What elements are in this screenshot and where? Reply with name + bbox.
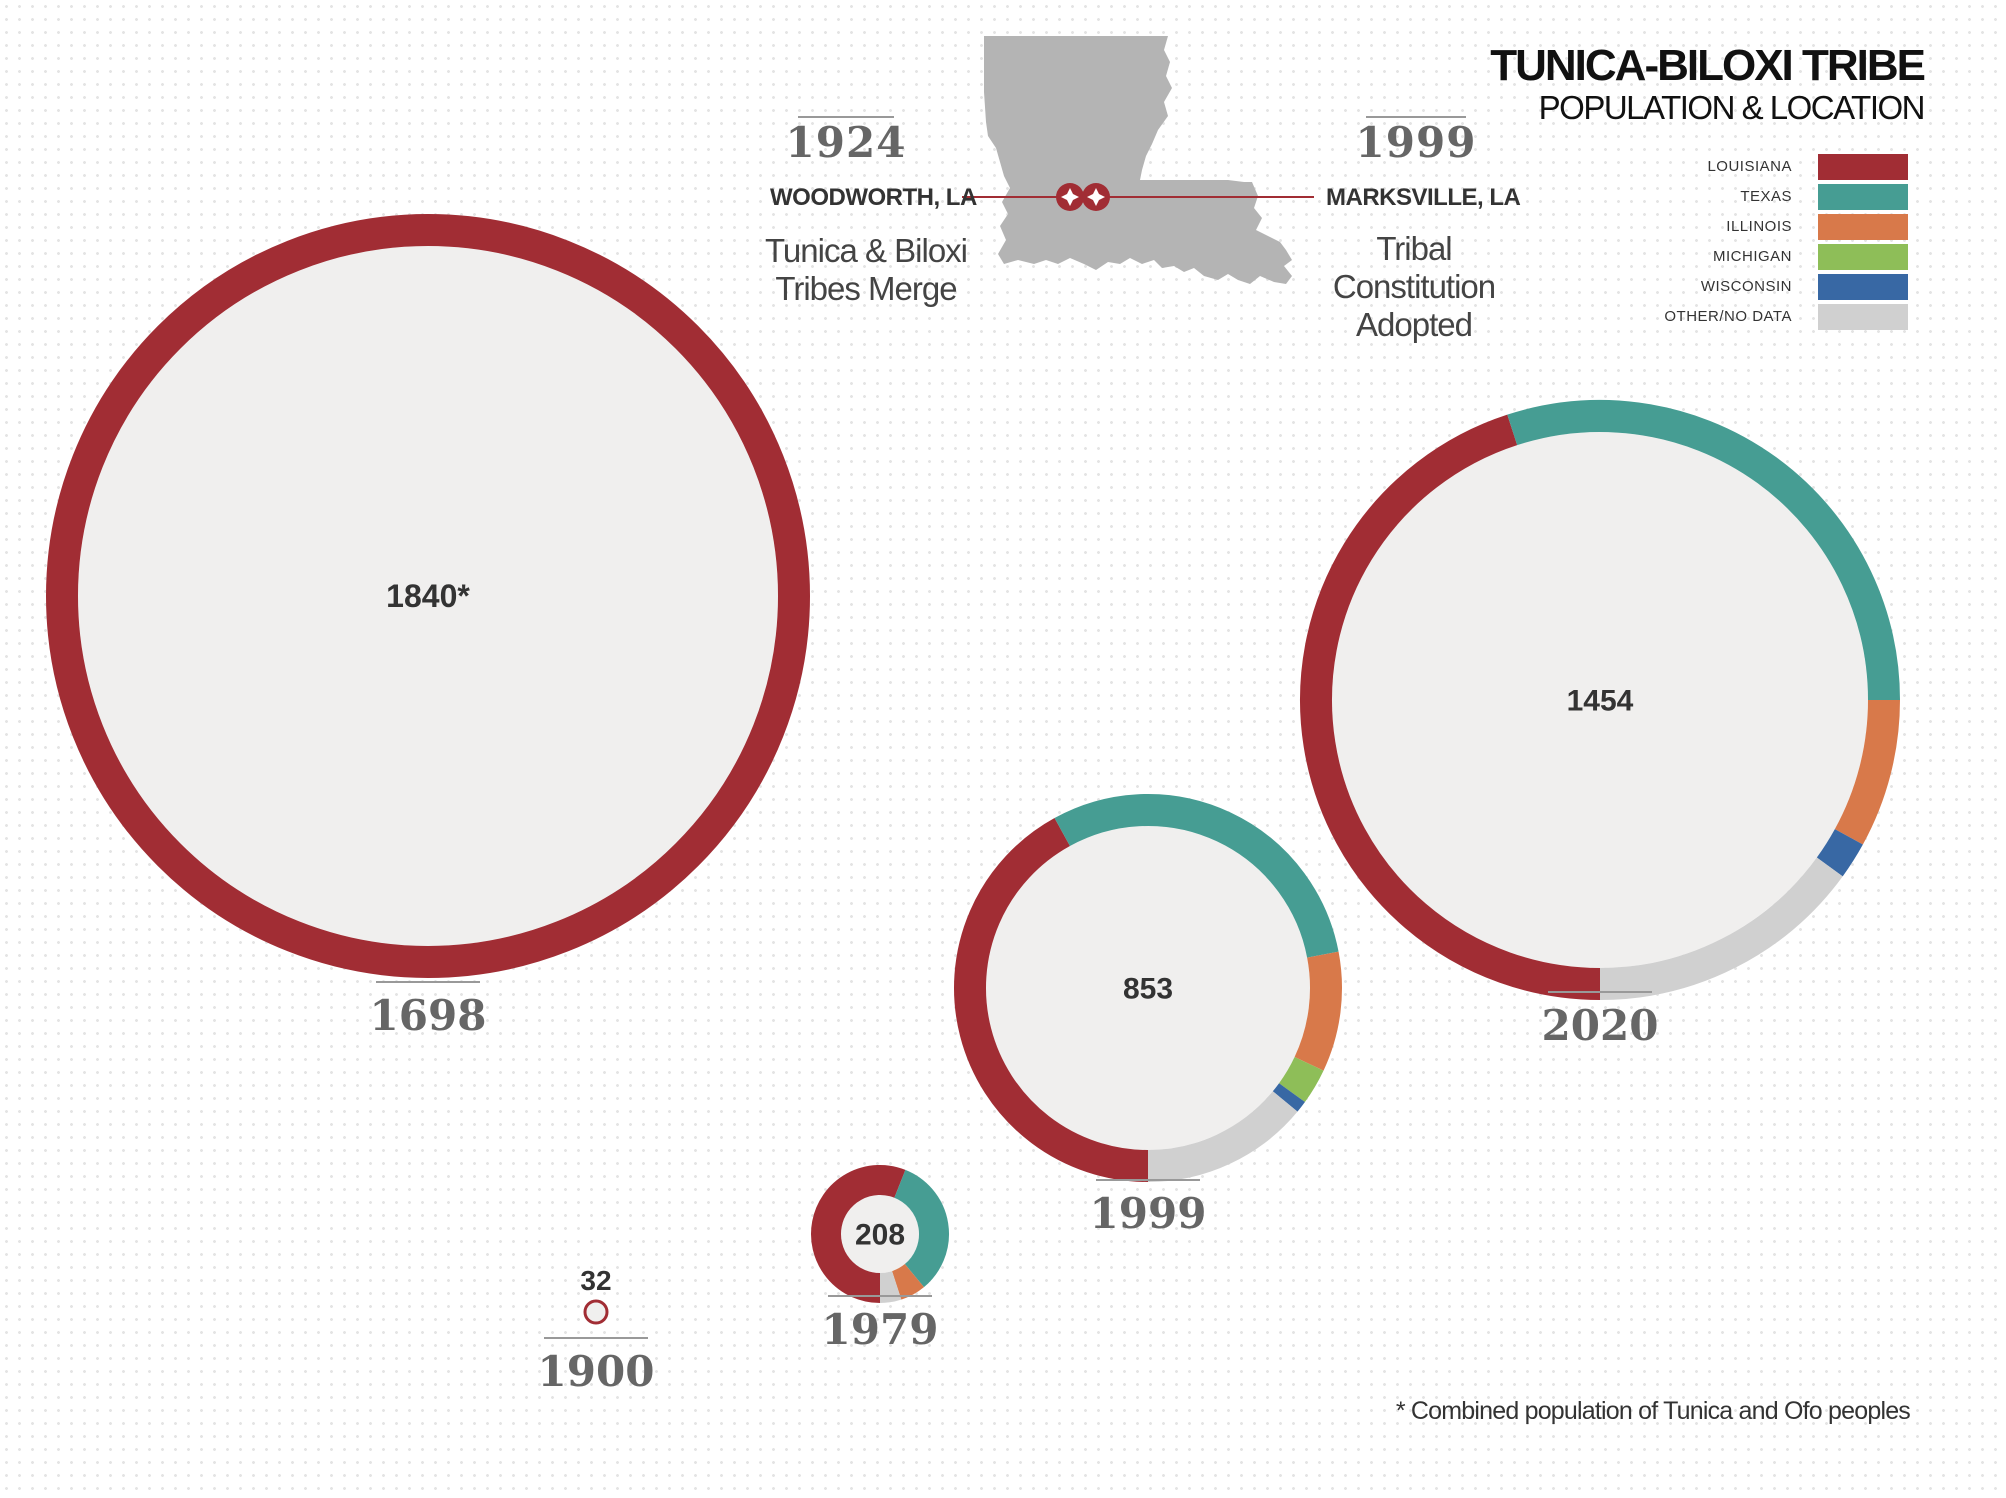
legend-label: OTHER/NO DATA bbox=[1664, 308, 1792, 325]
event-place-woodworth: WOODWORTH, LA bbox=[770, 184, 977, 211]
legend-item-michigan: MICHIGAN bbox=[1600, 242, 1910, 272]
donut-segment-texas bbox=[1054, 794, 1339, 958]
legend-item-wisconsin: WISCONSIN bbox=[1600, 272, 1910, 302]
donut-value-label: 1454 bbox=[1567, 685, 1634, 718]
donut-1698: 1840* 1698 bbox=[46, 214, 810, 1040]
donut-center bbox=[1332, 432, 1868, 968]
donut-segment-illinois bbox=[1294, 951, 1342, 1071]
chart-subtitle: POPULATION & LOCATION bbox=[1538, 89, 1926, 126]
event-description-line: Tribes Merge bbox=[775, 270, 957, 307]
year-label: 1999 bbox=[1090, 1189, 1207, 1238]
donut-value-label: 32 bbox=[580, 1265, 611, 1296]
donut-segment-other-no-data bbox=[1147, 1091, 1298, 1182]
donut-segment-wisconsin bbox=[1272, 1083, 1305, 1112]
donut-1999: 853 1999 bbox=[954, 794, 1342, 1238]
event-place-marksville: MARKSVILLE, LA bbox=[1326, 184, 1521, 211]
footnote: * Combined population of Tunica and Ofo … bbox=[1395, 1397, 1911, 1425]
legend-swatch bbox=[1818, 184, 1908, 210]
donut-value-label: 1840* bbox=[386, 578, 470, 614]
legend-label: LOUISIANA bbox=[1707, 158, 1792, 175]
donut-center bbox=[78, 246, 778, 946]
legend-label: ILLINOIS bbox=[1726, 218, 1792, 235]
event-year-1999: 1999 bbox=[1355, 118, 1477, 167]
divider bbox=[1366, 116, 1466, 118]
legend-label: MICHIGAN bbox=[1713, 248, 1792, 265]
event-connectors bbox=[962, 183, 1314, 211]
donut-center bbox=[841, 1195, 919, 1273]
year-label: 1979 bbox=[822, 1305, 939, 1354]
event-description-1924: Tunica & Biloxi Tribes Merge bbox=[746, 232, 986, 308]
legend-item-texas: TEXAS bbox=[1600, 182, 1910, 212]
donut-2020: 1454 2020 bbox=[1300, 400, 1900, 1050]
legend-swatch bbox=[1818, 304, 1908, 330]
donut-center bbox=[586, 1302, 606, 1322]
donut-segment-wisconsin bbox=[1816, 828, 1863, 877]
donut-segment-texas bbox=[1507, 400, 1900, 701]
star-marker-marksville bbox=[1082, 183, 1110, 211]
legend: LOUISIANA TEXAS ILLINOIS MICHIGAN WISCON… bbox=[1600, 152, 1910, 332]
donut-segment-illinois bbox=[1834, 699, 1900, 845]
legend-swatch bbox=[1818, 244, 1908, 270]
louisiana-map-icon bbox=[984, 36, 1292, 284]
event-description-line: Adopted bbox=[1356, 306, 1473, 343]
event-description-line: Tribal bbox=[1376, 230, 1452, 267]
donut-segment-other-no-data bbox=[879, 1270, 902, 1304]
star-marker-woodworth bbox=[1056, 183, 1084, 211]
donut-segment-michigan bbox=[1278, 1056, 1324, 1103]
year-label: 2020 bbox=[1542, 1001, 1659, 1050]
event-year-1924: 1924 bbox=[785, 118, 907, 167]
donut-value-label: 853 bbox=[1123, 973, 1173, 1006]
legend-label: TEXAS bbox=[1740, 188, 1792, 205]
donut-segment-louisiana bbox=[1300, 414, 1601, 1000]
donut-1979: 208 1979 bbox=[811, 1165, 949, 1354]
legend-swatch bbox=[1818, 274, 1908, 300]
year-label: 1900 bbox=[538, 1347, 655, 1396]
donut-center bbox=[986, 826, 1310, 1150]
donut-segment-texas bbox=[893, 1169, 949, 1288]
divider bbox=[798, 116, 894, 118]
event-description-1999: Tribal Constitution Adopted bbox=[1304, 230, 1524, 344]
title-block: TUNICA-BILOXI TRIBE POPULATION & LOCATIO… bbox=[1490, 41, 1926, 126]
event-description-line: Tunica & Biloxi bbox=[764, 232, 968, 269]
legend-label: WISCONSIN bbox=[1700, 278, 1792, 295]
donut-segment-louisiana bbox=[46, 214, 810, 978]
legend-item-other: OTHER/NO DATA bbox=[1600, 302, 1910, 332]
legend-swatch bbox=[1818, 154, 1908, 180]
donut-segment-louisiana bbox=[954, 818, 1149, 1182]
donut-segment-illinois bbox=[891, 1263, 924, 1300]
year-label: 1698 bbox=[370, 991, 487, 1040]
event-description-line: Constitution bbox=[1332, 268, 1496, 305]
donut-segment-louisiana bbox=[583, 1299, 609, 1325]
legend-swatch bbox=[1818, 214, 1908, 240]
chart-title: TUNICA-BILOXI TRIBE bbox=[1490, 41, 1926, 90]
legend-item-illinois: ILLINOIS bbox=[1600, 212, 1910, 242]
donut-1900: 32 1900 bbox=[538, 1265, 655, 1396]
donut-value-label: 208 bbox=[855, 1219, 905, 1252]
donut-segment-louisiana bbox=[811, 1165, 906, 1303]
legend-item-louisiana: LOUISIANA bbox=[1600, 152, 1910, 182]
donut-segment-other-no-data bbox=[1599, 857, 1843, 1000]
